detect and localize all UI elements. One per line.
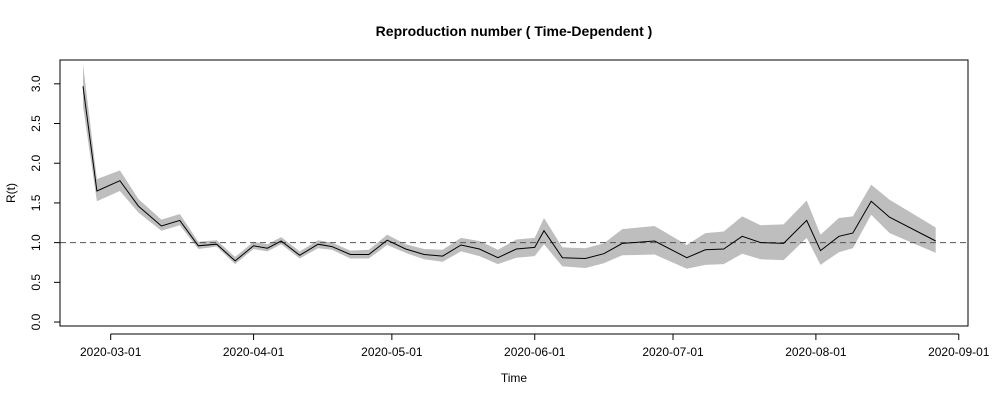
x-tick-label: 2020-05-01 (361, 345, 423, 359)
y-tick-label: 2.0 (29, 155, 43, 172)
y-tick-label: 1.5 (29, 194, 43, 211)
plot-frame (59, 59, 969, 327)
y-tick-label: 0.0 (29, 313, 43, 330)
series-line (82, 86, 936, 262)
x-tick-label: 2020-07-01 (642, 345, 704, 359)
x-tick-label: 2020-03-01 (80, 345, 142, 359)
axes: 0.0 0.5 1.0 1.5 2.0 2.5 3.0 2020-03-01 2020-04-0… (29, 75, 990, 359)
confidence-band (83, 64, 936, 269)
y-tick-label: 2.5 (29, 115, 43, 132)
y-tick-label: 3.0 (29, 75, 43, 92)
x-tick-label: 2020-04-01 (223, 345, 285, 359)
plot-area (60, 64, 968, 269)
x-tick-label: 2020-06-01 (504, 345, 566, 359)
x-tick-label: 2020-08-01 (785, 345, 847, 359)
y-tick-label: 0.5 (29, 274, 43, 291)
y-tick-label: 1.0 (29, 234, 43, 251)
y-axis-label: R(t) (4, 183, 18, 203)
chart-title: Reproduction number ( Time-Dependent ) (376, 23, 653, 39)
x-axis-label: Time (501, 371, 528, 385)
x-tick-label: 2020-09-01 (928, 345, 990, 359)
